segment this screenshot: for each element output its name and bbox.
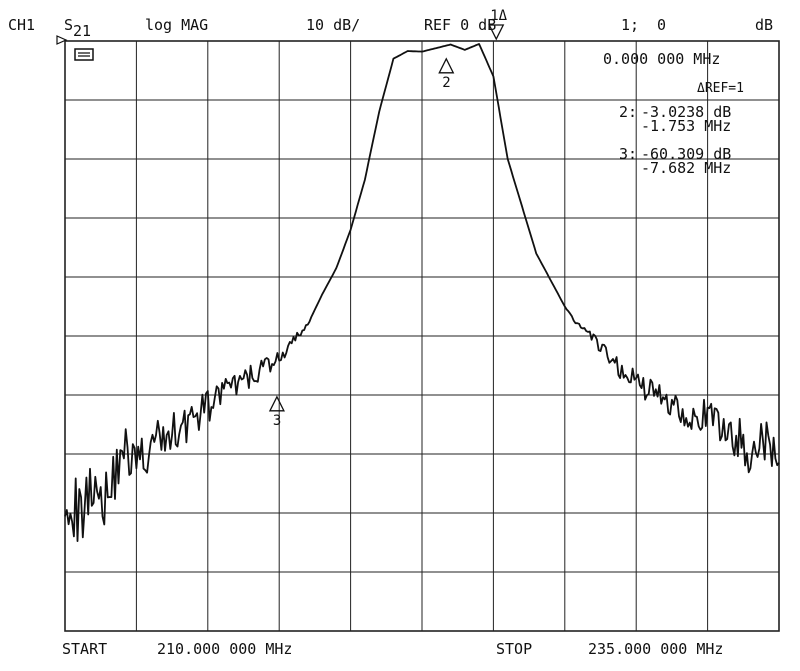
marker-2-value: -3.0238 dB [641,103,732,121]
reference-arrow-icon [56,35,68,45]
delta-reference-label: ΔREF=1 [697,81,744,96]
channel-label: CH1 [8,16,36,34]
active-marker-label: 1; [621,16,640,34]
s21-trace [64,43,780,542]
start-frequency: 210.000 000 MHz [157,640,293,658]
status-box-icon [74,48,94,61]
active-marker-unit: dB [755,16,774,34]
parameter-label: S21 [64,16,92,40]
stop-label: STOP [496,640,533,658]
trace-markers: 1Δ 2 3 [268,8,508,429]
marker-1-label: 1Δ [490,8,507,24]
marker-3-triangle [268,395,285,412]
marker-1-frequency: 0.000 000 MHz [603,50,721,68]
stop-frequency: 235.000 000 MHz [588,640,724,658]
graticule [64,40,780,632]
marker-2-label: 2: [619,103,638,121]
scale-label: 10 dB/ [306,16,361,34]
marker-3-label: 3 [273,413,281,429]
start-label: START [62,640,108,658]
marker-2-label: 2 [442,75,450,91]
format-label: log MAG [145,16,209,34]
active-marker-value: 0 [657,16,667,34]
marker-1-triangle [488,24,505,41]
marker-2-frequency: -1.753 MHz [641,117,732,135]
marker-3-value: -60.309 dB [641,145,732,163]
marker-3-frequency: -7.682 MHz [641,159,732,177]
reference-label: REF 0 dB [424,16,497,34]
marker-2-triangle [438,57,455,74]
marker-3-label: 3: [619,145,638,163]
